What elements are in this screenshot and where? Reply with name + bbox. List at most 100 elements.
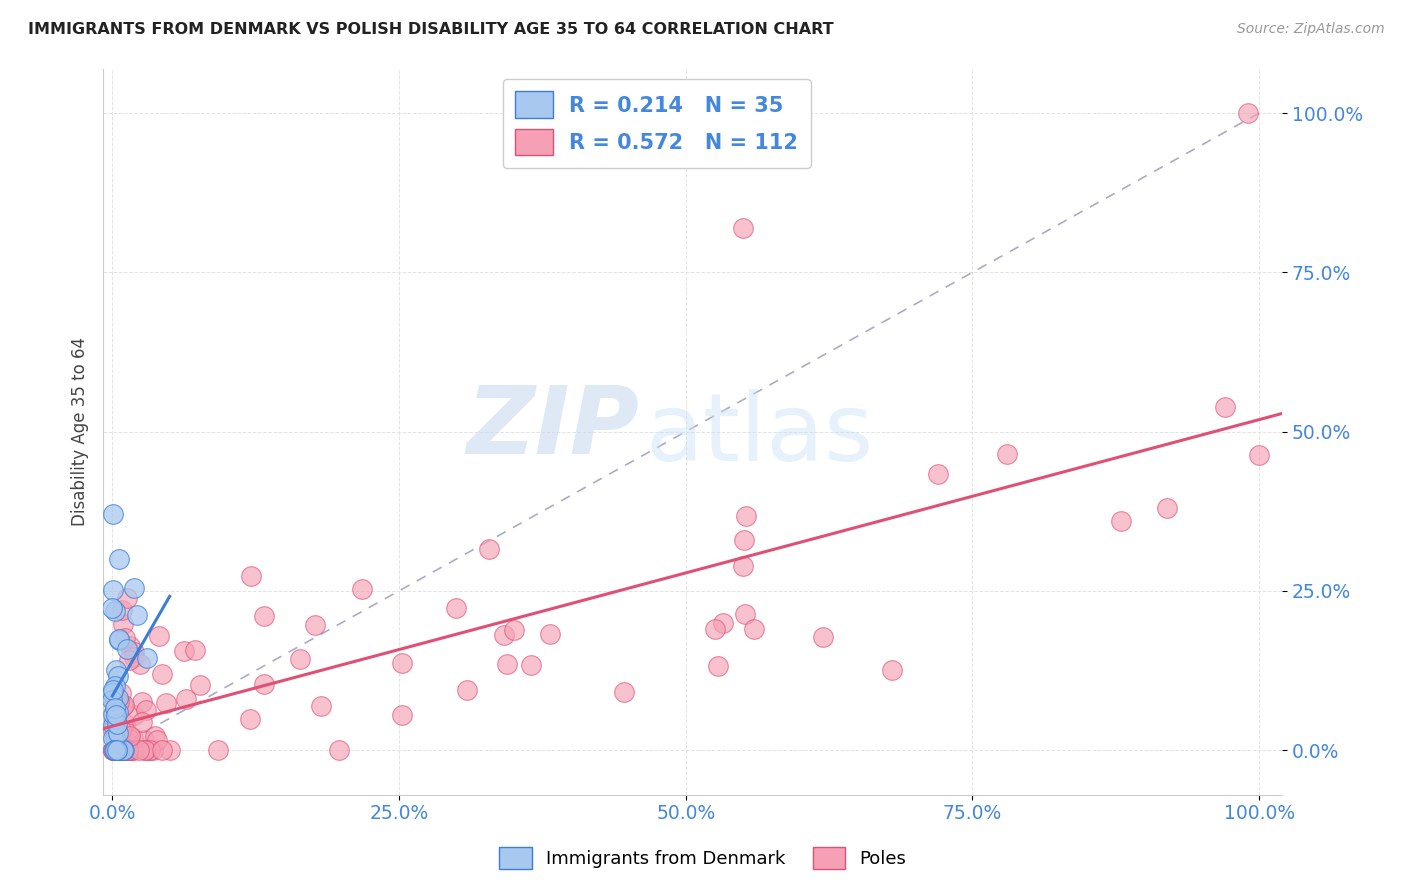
- Point: [136, 651, 159, 665]
- Point: [174, 691, 197, 706]
- Point: [107, 705, 129, 719]
- Point: [253, 608, 276, 623]
- Point: [124, 650, 146, 665]
- Point: [105, 717, 128, 731]
- Point: [103, 705, 125, 719]
- Point: [239, 569, 262, 583]
- Point: [135, 702, 157, 716]
- Point: [103, 714, 125, 728]
- Point: [118, 653, 141, 667]
- Point: [101, 582, 124, 597]
- Point: [107, 632, 129, 646]
- Point: [107, 669, 129, 683]
- Point: [995, 446, 1018, 460]
- Point: [1236, 106, 1258, 120]
- Point: [927, 467, 949, 481]
- Point: [731, 220, 754, 235]
- Point: [288, 652, 311, 666]
- Point: [115, 642, 138, 657]
- Point: [115, 743, 138, 757]
- Point: [112, 743, 135, 757]
- Point: [108, 743, 131, 757]
- Point: [391, 707, 413, 722]
- Point: [502, 623, 524, 637]
- Point: [742, 622, 765, 636]
- Point: [1111, 514, 1133, 528]
- Point: [492, 628, 515, 642]
- Point: [129, 657, 152, 671]
- Point: [188, 678, 211, 692]
- Point: [352, 582, 374, 596]
- Point: [118, 743, 141, 757]
- Point: [101, 743, 124, 757]
- Point: [159, 743, 181, 757]
- Point: [121, 743, 143, 757]
- Point: [184, 643, 207, 657]
- Point: [101, 731, 124, 745]
- Point: [1249, 448, 1271, 462]
- Point: [101, 707, 124, 722]
- Point: [538, 626, 561, 640]
- Point: [703, 622, 725, 636]
- Point: [103, 743, 125, 757]
- Point: [733, 533, 755, 547]
- Point: [101, 686, 124, 700]
- Point: [146, 733, 169, 747]
- Point: [111, 603, 134, 617]
- Point: [117, 591, 139, 606]
- Point: [304, 617, 326, 632]
- Text: IMMIGRANTS FROM DENMARK VS POLISH DISABILITY AGE 35 TO 64 CORRELATION CHART: IMMIGRANTS FROM DENMARK VS POLISH DISABI…: [28, 22, 834, 37]
- Point: [142, 743, 165, 757]
- Point: [107, 739, 129, 754]
- Y-axis label: Disability Age 35 to 64: Disability Age 35 to 64: [72, 337, 89, 526]
- Point: [104, 663, 127, 677]
- Point: [134, 743, 156, 757]
- Point: [107, 743, 129, 757]
- Point: [124, 581, 146, 595]
- Legend: R = 0.214   N = 35, R = 0.572   N = 112: R = 0.214 N = 35, R = 0.572 N = 112: [502, 78, 811, 168]
- Point: [107, 724, 129, 739]
- Point: [105, 743, 128, 757]
- Point: [124, 645, 146, 659]
- Point: [101, 743, 124, 757]
- Point: [111, 743, 134, 757]
- Point: [391, 657, 413, 671]
- Point: [105, 743, 128, 757]
- Point: [103, 743, 125, 757]
- Point: [120, 639, 142, 653]
- Legend: Immigrants from Denmark, Poles: Immigrants from Denmark, Poles: [492, 839, 914, 876]
- Point: [478, 541, 501, 556]
- Point: [114, 741, 136, 756]
- Point: [104, 731, 127, 745]
- Point: [114, 743, 136, 757]
- Point: [155, 697, 177, 711]
- Point: [104, 743, 127, 757]
- Point: [138, 743, 160, 757]
- Point: [114, 632, 136, 646]
- Point: [711, 615, 734, 630]
- Point: [496, 657, 519, 671]
- Point: [107, 690, 129, 705]
- Point: [138, 743, 160, 757]
- Point: [108, 552, 131, 566]
- Point: [121, 731, 143, 746]
- Point: [105, 743, 128, 757]
- Point: [111, 616, 134, 631]
- Point: [813, 630, 835, 644]
- Point: [103, 723, 125, 738]
- Point: [114, 743, 136, 757]
- Point: [105, 724, 128, 739]
- Point: [122, 708, 145, 723]
- Point: [101, 601, 124, 615]
- Text: Source: ZipAtlas.com: Source: ZipAtlas.com: [1237, 22, 1385, 37]
- Point: [107, 726, 129, 740]
- Point: [104, 707, 127, 722]
- Point: [456, 683, 478, 698]
- Point: [103, 508, 125, 522]
- Point: [122, 743, 145, 757]
- Point: [613, 685, 636, 699]
- Point: [117, 743, 139, 757]
- Point: [111, 698, 134, 713]
- Point: [101, 718, 124, 732]
- Point: [734, 607, 756, 621]
